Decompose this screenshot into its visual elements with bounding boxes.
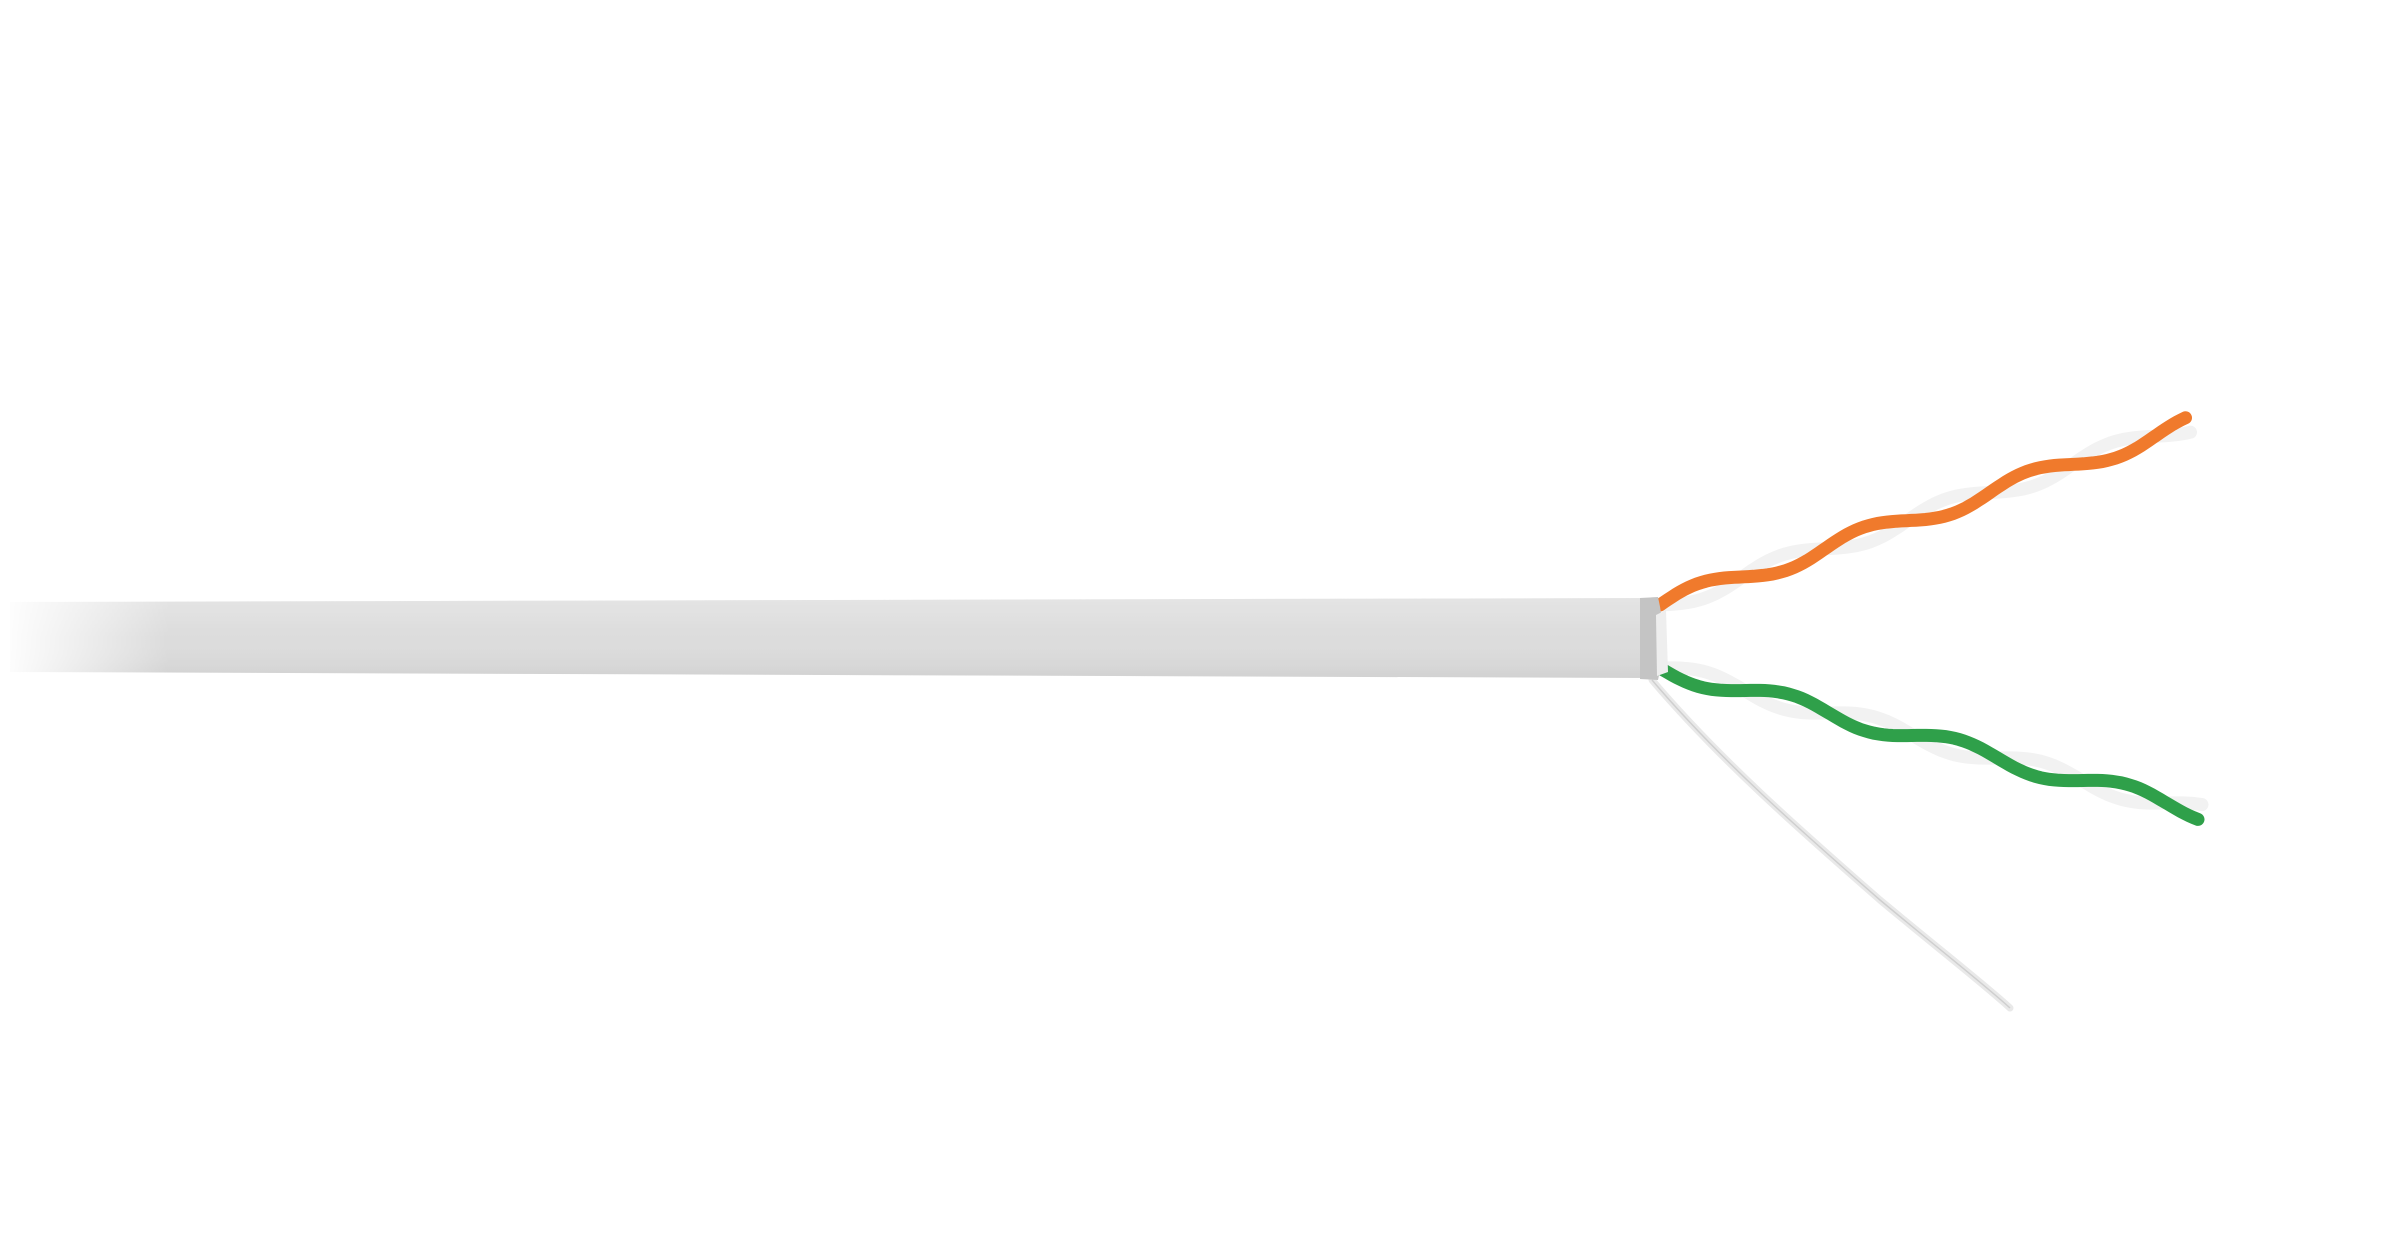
jacket-opening (1656, 610, 1668, 676)
green-wire (1653, 661, 2205, 826)
ripcord-edge (1651, 679, 2011, 1009)
orange-wire (1653, 411, 2192, 612)
twisted-pairs (1653, 411, 2209, 826)
jacket-shading (10, 598, 1655, 678)
cable-jacket (10, 598, 1655, 678)
